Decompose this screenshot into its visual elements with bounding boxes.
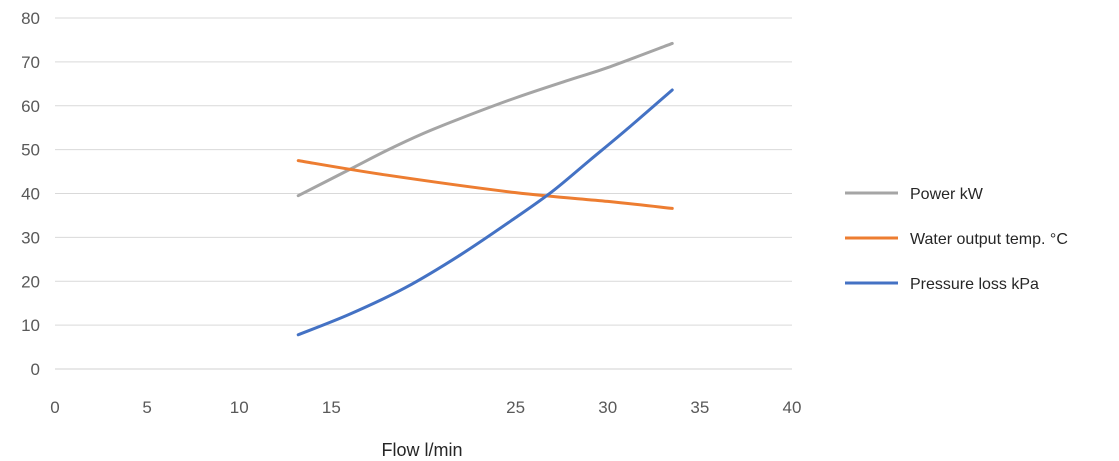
y-tick-label: 50 xyxy=(21,141,40,160)
legend: Power kW Water output temp. °C Pressure lo… xyxy=(845,186,1068,293)
series-lines xyxy=(296,41,674,337)
y-tick-label: 10 xyxy=(21,316,40,335)
series-line-1 xyxy=(296,159,674,210)
y-axis-tick-labels: 0 10 20 30 40 50 60 70 80 xyxy=(21,9,40,379)
y-tick-label: 80 xyxy=(21,9,40,28)
x-tick-label: 40 xyxy=(783,398,802,417)
x-axis-tick-labels: 0 5 10 15 25 30 35 40 xyxy=(50,398,801,417)
x-axis-title: Flow l/min xyxy=(381,440,462,460)
x-tick-label: 35 xyxy=(690,398,709,417)
x-tick-label: 15 xyxy=(322,398,341,417)
x-tick-label: 0 xyxy=(50,398,59,417)
y-tick-label: 70 xyxy=(21,53,40,72)
y-tick-label: 40 xyxy=(21,185,40,204)
x-tick-label: 10 xyxy=(230,398,249,417)
y-tick-label: 20 xyxy=(21,272,40,291)
x-tick-label: 30 xyxy=(598,398,617,417)
y-tick-label: 0 xyxy=(31,360,40,379)
legend-label-0: Power kW xyxy=(910,186,984,203)
y-tick-label: 60 xyxy=(21,97,40,116)
series-line-2 xyxy=(296,88,674,337)
legend-label-2: Pressure loss kPa xyxy=(910,276,1039,293)
series-line-0 xyxy=(296,41,674,198)
y-tick-label: 30 xyxy=(21,228,40,247)
gridlines xyxy=(55,17,792,326)
x-tick-label: 25 xyxy=(506,398,525,417)
x-tick-label: 5 xyxy=(142,398,151,417)
legend-label-1: Water output temp. °C xyxy=(910,231,1068,248)
